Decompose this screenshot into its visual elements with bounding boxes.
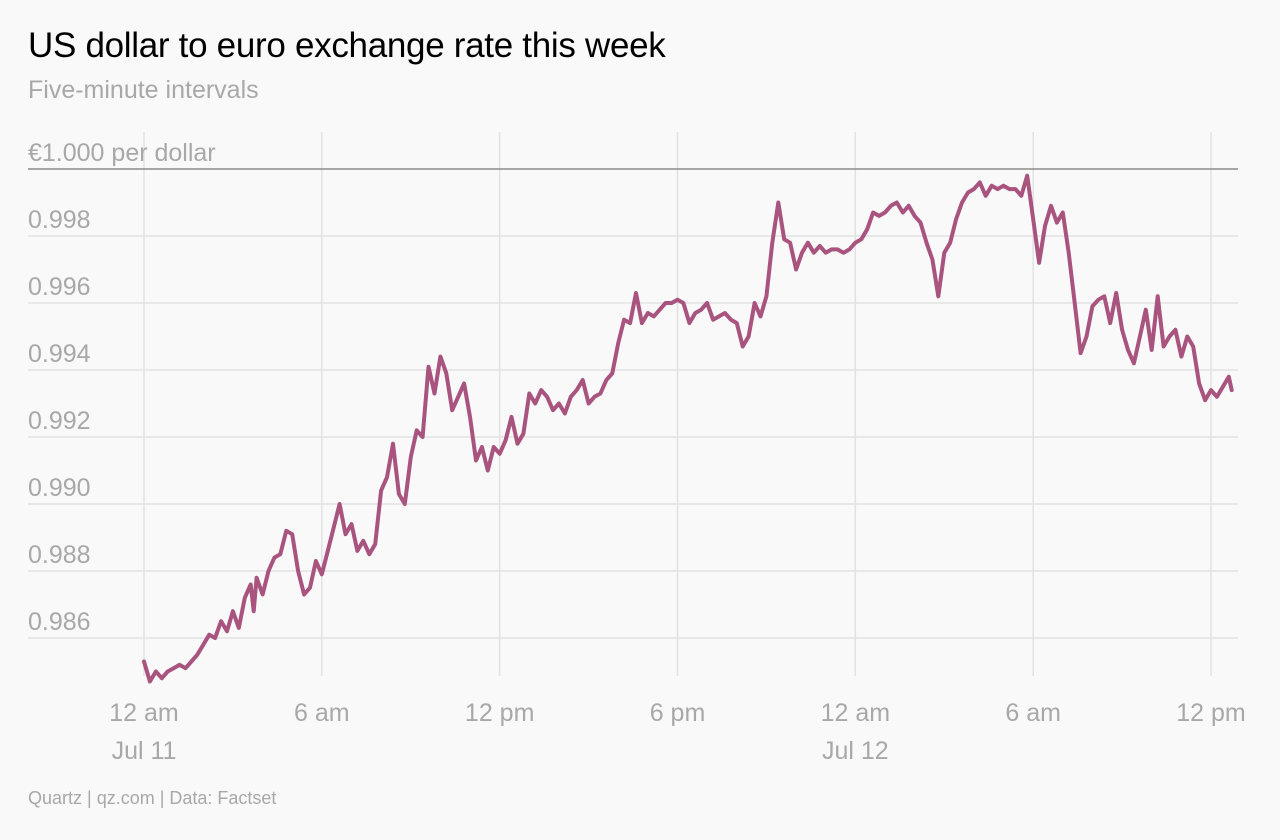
- x-tick-label-0: 12 am: [109, 699, 178, 727]
- y-tick-label-1: 0.998: [28, 206, 91, 234]
- chart-subtitle: Five-minute intervals: [28, 76, 259, 104]
- x-axis-tick-labels: 12 am Jul 11 6 am 12 pm 6 pm 12 am Jul 12 6 am 1…: [109, 699, 1245, 765]
- source-note: Quartz | qz.com | Data: Factset: [28, 788, 277, 808]
- y-tick-label-6: 0.988: [28, 541, 91, 569]
- y-tick-label-3: 0.994: [28, 340, 91, 368]
- series-group: [142, 173, 1234, 684]
- x-tick-label-4: 12 am: [821, 699, 890, 727]
- y-tick-label-7: 0.986: [28, 608, 91, 636]
- y-tick-label-2: 0.996: [28, 273, 91, 301]
- x-tick-sublabel-4: Jul 12: [822, 737, 889, 765]
- x-tick-label-6: 12 pm: [1176, 699, 1245, 727]
- y-tick-label-4: 0.992: [28, 407, 91, 435]
- series-line-0: [142, 173, 1234, 684]
- x-tick-label-2: 12 pm: [465, 699, 534, 727]
- horizontal-gridlines: [28, 168, 1238, 639]
- x-tick-label-5: 6 am: [1005, 699, 1061, 727]
- x-tick-sublabel-0: Jul 11: [112, 737, 177, 765]
- x-tick-label-3: 6 pm: [650, 699, 706, 727]
- y-axis-tick-labels: €1.000 per dollar 0.998 0.996 0.994 0.992 0.9…: [28, 139, 216, 636]
- chart-title: US dollar to euro exchange rate this wee…: [28, 26, 666, 65]
- y-tick-label-5: 0.990: [28, 474, 91, 502]
- x-tick-label-1: 6 am: [294, 699, 350, 727]
- y-tick-label-0: €1.000 per dollar: [28, 139, 216, 167]
